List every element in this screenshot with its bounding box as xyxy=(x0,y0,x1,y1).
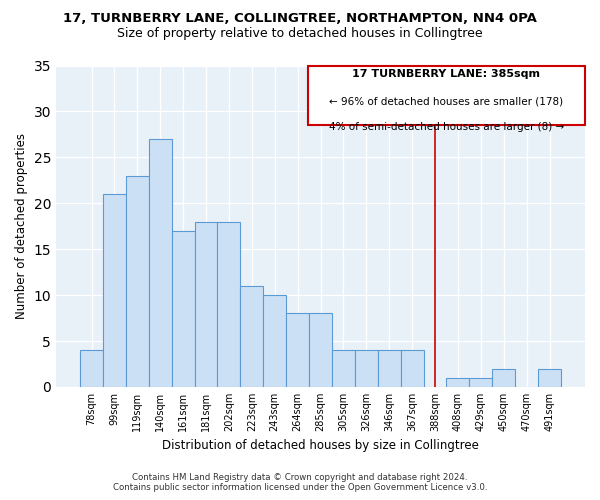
Bar xyxy=(309,314,332,387)
Bar xyxy=(492,368,515,387)
Bar xyxy=(332,350,355,387)
Bar xyxy=(401,350,424,387)
Bar xyxy=(241,286,263,387)
Text: ← 96% of detached houses are smaller (178): ← 96% of detached houses are smaller (17… xyxy=(329,96,563,106)
Bar xyxy=(172,231,194,387)
X-axis label: Distribution of detached houses by size in Collingtree: Distribution of detached houses by size … xyxy=(162,440,479,452)
Text: 17, TURNBERRY LANE, COLLINGTREE, NORTHAMPTON, NN4 0PA: 17, TURNBERRY LANE, COLLINGTREE, NORTHAM… xyxy=(63,12,537,26)
Text: Size of property relative to detached houses in Collingtree: Size of property relative to detached ho… xyxy=(117,28,483,40)
Bar xyxy=(263,295,286,387)
Bar xyxy=(538,368,561,387)
Bar xyxy=(378,350,401,387)
FancyBboxPatch shape xyxy=(308,66,585,125)
Bar xyxy=(126,176,149,387)
Bar xyxy=(355,350,378,387)
Bar xyxy=(469,378,492,387)
Bar xyxy=(446,378,469,387)
Bar xyxy=(80,350,103,387)
Bar xyxy=(194,222,217,387)
Bar xyxy=(103,194,126,387)
Bar xyxy=(149,139,172,387)
Bar xyxy=(217,222,241,387)
Bar xyxy=(286,314,309,387)
Text: 4% of semi-detached houses are larger (8) →: 4% of semi-detached houses are larger (8… xyxy=(329,122,564,132)
Text: 17 TURNBERRY LANE: 385sqm: 17 TURNBERRY LANE: 385sqm xyxy=(352,68,541,78)
Text: Contains HM Land Registry data © Crown copyright and database right 2024.
Contai: Contains HM Land Registry data © Crown c… xyxy=(113,473,487,492)
Y-axis label: Number of detached properties: Number of detached properties xyxy=(15,133,28,319)
